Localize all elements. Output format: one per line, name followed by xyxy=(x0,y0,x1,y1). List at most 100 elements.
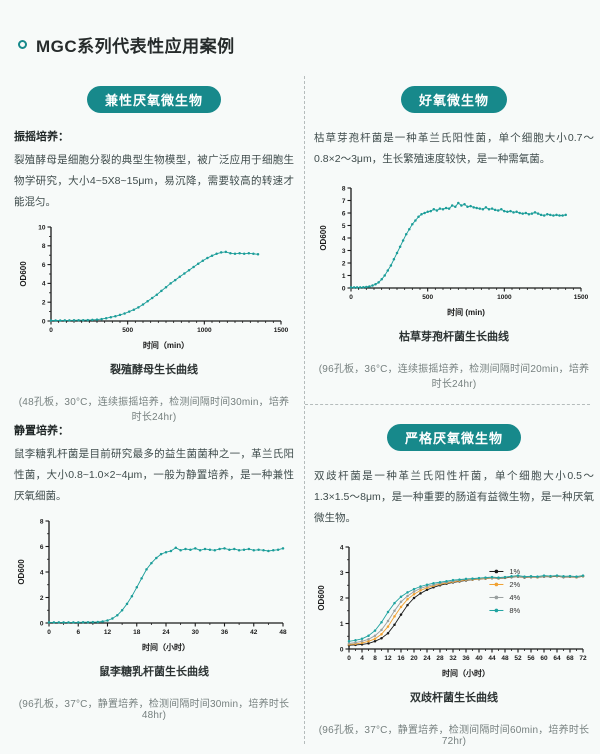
bifidobacterium-growth-chart: 0 4 8 12 16 20 24 28 32 36 40 44 48 52 56 60 64 68 7201234… xyxy=(317,544,587,678)
svg-text:OD600: OD600 xyxy=(17,559,26,585)
svg-text:1500: 1500 xyxy=(574,294,589,301)
chart-title: 双歧杆菌生长曲线 xyxy=(410,692,498,704)
bacillus-subtilis-growth-chart: 0 500 1000 1500 0 1 2 3 4 5 6 7 8 时间 (min) OD600 xyxy=(319,185,589,317)
svg-text:12: 12 xyxy=(384,655,392,662)
svg-text:6: 6 xyxy=(76,629,80,636)
svg-text:2: 2 xyxy=(340,595,344,602)
svg-text:30: 30 xyxy=(192,629,200,636)
svg-text:500: 500 xyxy=(422,294,433,301)
svg-text:6: 6 xyxy=(342,210,346,217)
svg-text:52: 52 xyxy=(514,655,522,662)
svg-text:16: 16 xyxy=(397,655,405,662)
svg-text:1: 1 xyxy=(342,273,346,280)
chart-title: 裂殖酵母生长曲线 xyxy=(110,364,198,376)
svg-text:8: 8 xyxy=(42,243,46,250)
vertical-dashed-divider xyxy=(304,76,305,744)
svg-text:500: 500 xyxy=(122,327,133,334)
svg-text:1000: 1000 xyxy=(197,327,212,334)
svg-text:64: 64 xyxy=(553,655,561,662)
svg-text:5: 5 xyxy=(342,223,346,230)
badge-row: 严格厌氧微生物 xyxy=(314,424,594,451)
svg-text:时间（min）: 时间（min） xyxy=(143,340,189,350)
chart-caption: (96孔板，36°C，连续振摇培养，检测间隔时间20min，培养时长24hr) xyxy=(318,364,590,390)
svg-text:OD600: OD600 xyxy=(319,225,328,251)
svg-text:8: 8 xyxy=(373,655,377,662)
organism-description: 鼠李糖乳杆菌是目前研究最多的益生菌菌种之一，革兰氏阳性菌，大小0.8~1.0×2… xyxy=(14,448,294,502)
svg-text:4: 4 xyxy=(360,655,364,662)
svg-text:4: 4 xyxy=(340,544,344,551)
svg-text:OD600: OD600 xyxy=(19,261,28,287)
svg-text:7: 7 xyxy=(342,198,346,205)
section-static-culture: 静置培养： 鼠李糖乳杆菌是目前研究最多的益生菌菌种之一，革兰氏阳性菌，大小0.8… xyxy=(14,420,294,721)
svg-text:28: 28 xyxy=(436,655,444,662)
svg-text:32: 32 xyxy=(449,655,457,662)
fission-yeast-growth-chart: 0 500 1000 1500 0 2 4 6 8 10 时间（min） OD600 xyxy=(19,224,289,350)
svg-text:44: 44 xyxy=(488,655,496,662)
svg-text:0: 0 xyxy=(42,318,46,325)
svg-text:0: 0 xyxy=(40,620,44,627)
section-facultative-anaerobes: 兼性厌氧微生物 振摇培养： 裂殖酵母是细胞分裂的典型生物模型，被广泛应用于细胞生… xyxy=(14,86,294,423)
svg-text:1500: 1500 xyxy=(274,327,289,334)
svg-text:2: 2 xyxy=(42,300,46,307)
svg-text:3: 3 xyxy=(342,248,346,255)
svg-text:0: 0 xyxy=(342,285,346,292)
svg-text:时间（小时）: 时间（小时） xyxy=(142,642,190,652)
svg-text:12: 12 xyxy=(104,629,112,636)
culture-method-label-static: 静置培养： xyxy=(14,425,69,437)
svg-text:2%: 2% xyxy=(509,580,520,589)
organism-description: 双歧杆菌是一种革兰氏阳性杆菌，单个细胞大小0.5～1.3×1.5～8μm，是一种… xyxy=(314,470,594,524)
chart-caption: (96孔板，37°C，静置培养，检测间隔时间30min，培养时长48hr) xyxy=(18,699,290,721)
svg-text:6: 6 xyxy=(40,544,44,551)
svg-text:0: 0 xyxy=(49,327,53,334)
organism-description: 枯草芽孢杆菌是一种革兰氏阳性菌，单个细胞大小0.7～0.8×2～3μm，生长繁殖… xyxy=(314,132,594,165)
chart-title: 枯草芽孢杆菌生长曲线 xyxy=(399,331,509,343)
section-strict-anaerobes: 严格厌氧微生物 双歧杆菌是一种革兰氏阳性杆菌，单个细胞大小0.5～1.3×1.5… xyxy=(314,424,594,747)
page-title: MGC系列代表性应用案例 xyxy=(36,37,235,56)
svg-text:56: 56 xyxy=(527,655,535,662)
svg-text:1: 1 xyxy=(340,621,344,628)
svg-text:1%: 1% xyxy=(509,567,520,576)
svg-text:18: 18 xyxy=(133,629,141,636)
svg-text:0: 0 xyxy=(47,629,51,636)
svg-text:42: 42 xyxy=(250,629,258,636)
svg-text:8%: 8% xyxy=(509,606,520,615)
svg-text:72: 72 xyxy=(579,655,587,662)
svg-text:10: 10 xyxy=(38,224,46,231)
chart-caption: (96孔板，37°C，静置培养，检测间隔时间60min，培养时长72hr) xyxy=(318,725,590,747)
svg-text:1000: 1000 xyxy=(497,294,512,301)
svg-text:24: 24 xyxy=(162,629,170,636)
page-header: MGC系列代表性应用案例 xyxy=(18,32,235,57)
svg-text:时间（小时）: 时间（小时） xyxy=(442,668,490,678)
svg-text:4: 4 xyxy=(42,281,46,288)
svg-text:6: 6 xyxy=(42,262,46,269)
badge-row: 兼性厌氧微生物 xyxy=(14,86,294,113)
chart-title: 鼠李糖乳杆菌生长曲线 xyxy=(99,666,209,678)
svg-text:0: 0 xyxy=(349,294,353,301)
svg-text:时间 (min): 时间 (min) xyxy=(447,307,485,317)
svg-text:4%: 4% xyxy=(509,593,520,602)
svg-text:48: 48 xyxy=(279,629,287,636)
svg-text:4: 4 xyxy=(40,569,44,576)
category-badge-strict-anaerobes: 严格厌氧微生物 xyxy=(386,424,521,451)
culture-method-label-shaking: 振摇培养： xyxy=(14,131,69,143)
organism-description: 裂殖酵母是细胞分裂的典型生物模型，被广泛应用于细胞生物学研究，大小4~5X8~1… xyxy=(14,154,294,208)
svg-text:3: 3 xyxy=(340,570,344,577)
svg-text:24: 24 xyxy=(423,655,431,662)
chart-caption: (48孔板，30°C，连续振摇培养，检测间隔时间30min，培养时长24hr) xyxy=(18,397,290,423)
svg-text:2: 2 xyxy=(342,260,346,267)
svg-text:48: 48 xyxy=(501,655,509,662)
badge-row: 好氧微生物 xyxy=(314,86,594,113)
category-badge-facultative-anaerobes: 兼性厌氧微生物 xyxy=(86,86,221,113)
svg-text:8: 8 xyxy=(342,185,346,192)
svg-text:20: 20 xyxy=(410,655,418,662)
svg-text:4: 4 xyxy=(342,235,346,242)
svg-text:2: 2 xyxy=(40,595,44,602)
svg-text:40: 40 xyxy=(475,655,483,662)
horizontal-dashed-divider xyxy=(305,404,590,405)
category-badge-aerobes: 好氧微生物 xyxy=(400,86,507,113)
svg-text:0: 0 xyxy=(347,655,351,662)
svg-text:OD600: OD600 xyxy=(317,585,326,611)
bullet-circle-icon xyxy=(18,40,27,49)
svg-text:36: 36 xyxy=(221,629,229,636)
